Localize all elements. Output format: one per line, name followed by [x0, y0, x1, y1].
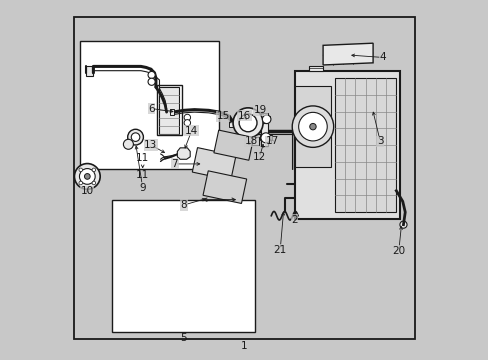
Bar: [80, 41, 219, 169]
Text: 15: 15: [216, 111, 229, 121]
Circle shape: [262, 115, 270, 123]
Circle shape: [233, 108, 263, 138]
Text: 4: 4: [379, 53, 386, 63]
Text: 21: 21: [273, 245, 286, 255]
Polygon shape: [365, 98, 373, 102]
Text: 7: 7: [171, 159, 178, 169]
Text: 13: 13: [144, 140, 157, 150]
Bar: [170, 109, 174, 115]
Circle shape: [92, 168, 96, 172]
Bar: [128, 134, 135, 141]
Text: 18: 18: [244, 136, 258, 147]
Circle shape: [79, 168, 82, 172]
Polygon shape: [192, 148, 236, 180]
Circle shape: [298, 112, 326, 141]
Polygon shape: [203, 171, 246, 203]
Circle shape: [84, 174, 90, 179]
Text: 1: 1: [241, 341, 247, 351]
Bar: [259, 135, 263, 140]
Polygon shape: [323, 43, 372, 65]
Bar: [85, 66, 93, 76]
Bar: [159, 87, 179, 134]
Circle shape: [148, 78, 155, 85]
Text: 6: 6: [148, 104, 155, 113]
Text: 5: 5: [180, 333, 187, 342]
Text: 8: 8: [180, 200, 187, 210]
Text: 11: 11: [136, 170, 149, 180]
Bar: [112, 200, 255, 332]
Text: 3: 3: [376, 136, 383, 147]
Circle shape: [148, 71, 155, 78]
Text: 9: 9: [139, 183, 146, 193]
Text: 14: 14: [184, 126, 198, 136]
Text: 2: 2: [290, 215, 297, 225]
Bar: [294, 71, 399, 219]
Circle shape: [292, 106, 333, 147]
Bar: [308, 66, 323, 71]
Circle shape: [184, 120, 190, 126]
Circle shape: [261, 133, 270, 143]
Bar: [237, 137, 258, 145]
Text: 20: 20: [391, 246, 405, 256]
Circle shape: [80, 168, 95, 184]
Bar: [334, 78, 395, 212]
Text: 17: 17: [265, 136, 279, 147]
Circle shape: [131, 133, 140, 141]
Circle shape: [123, 139, 133, 149]
Polygon shape: [177, 148, 190, 159]
Circle shape: [309, 123, 316, 130]
Text: 16: 16: [237, 111, 251, 121]
Bar: [229, 118, 234, 127]
Circle shape: [239, 114, 257, 132]
Text: 19: 19: [253, 105, 266, 115]
Bar: [267, 135, 272, 140]
Polygon shape: [263, 116, 272, 120]
Text: 10: 10: [81, 186, 94, 197]
Circle shape: [92, 181, 96, 185]
Circle shape: [74, 163, 100, 189]
Bar: [294, 86, 331, 167]
Bar: [264, 116, 269, 120]
Bar: [260, 123, 267, 146]
Circle shape: [184, 114, 190, 121]
Circle shape: [399, 221, 406, 228]
Text: 12: 12: [252, 153, 265, 162]
Circle shape: [79, 181, 82, 185]
Circle shape: [127, 129, 143, 145]
Bar: [261, 113, 267, 120]
Polygon shape: [213, 130, 253, 160]
Polygon shape: [366, 102, 372, 111]
Text: 11: 11: [136, 153, 149, 163]
Bar: [156, 85, 182, 135]
